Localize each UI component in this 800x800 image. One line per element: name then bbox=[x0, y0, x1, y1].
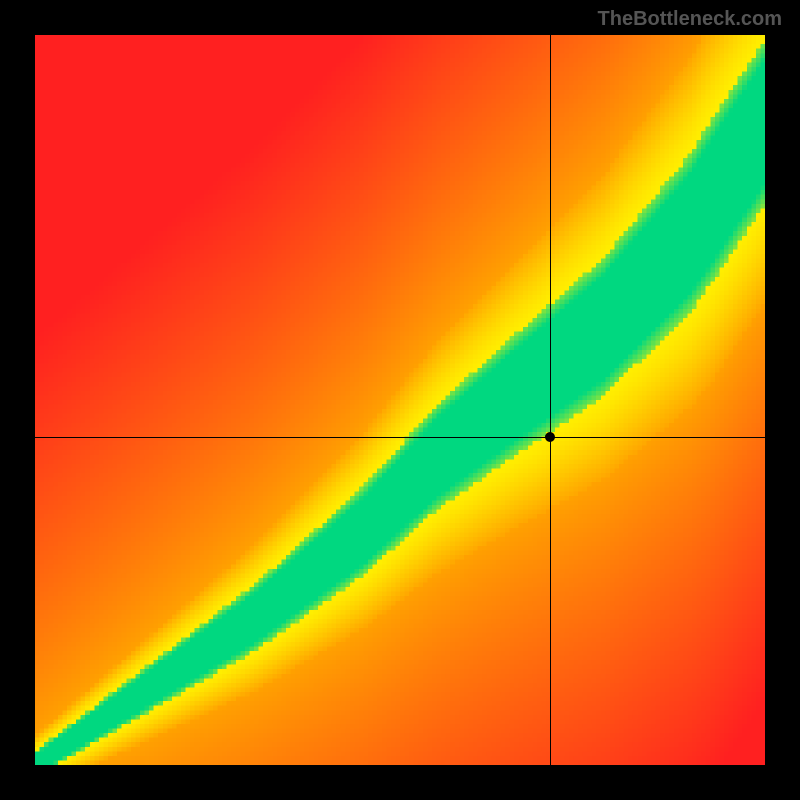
heatmap-canvas bbox=[35, 35, 765, 765]
crosshair-vertical bbox=[550, 35, 551, 765]
crosshair-horizontal bbox=[35, 437, 765, 438]
marker-point bbox=[545, 432, 555, 442]
heatmap-plot bbox=[35, 35, 765, 765]
watermark-text: TheBottleneck.com bbox=[598, 8, 782, 31]
